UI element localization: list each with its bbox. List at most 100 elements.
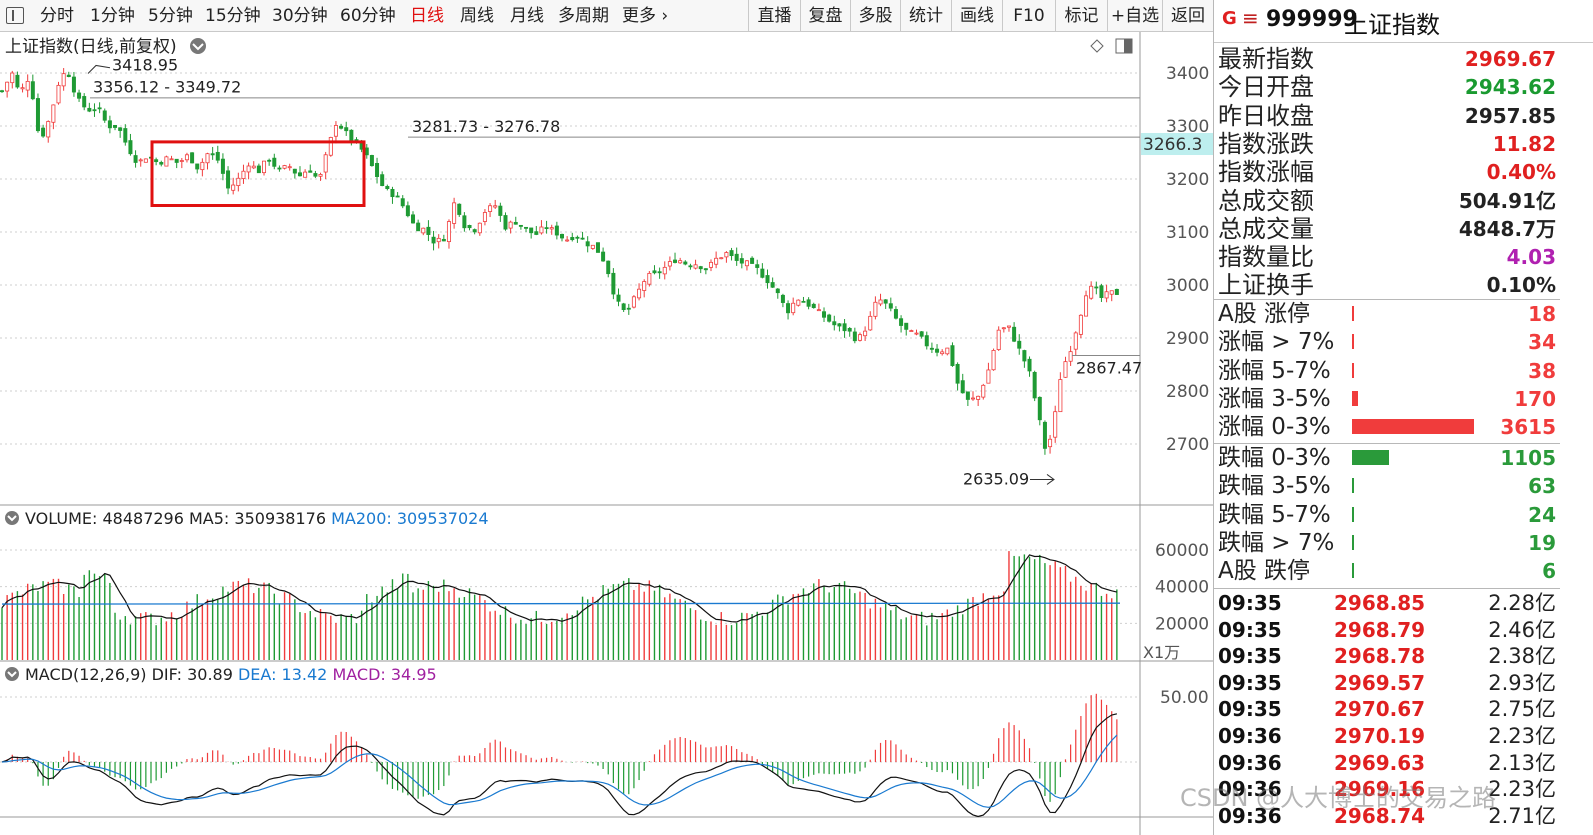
period-tab-5[interactable]: 60分钟 bbox=[340, 6, 396, 26]
candle-body bbox=[822, 311, 827, 318]
candle-body bbox=[703, 268, 708, 271]
candle-body bbox=[205, 153, 210, 164]
tool-button-6[interactable]: 标记 bbox=[1055, 0, 1107, 32]
candle-body bbox=[611, 272, 616, 295]
candle-body bbox=[482, 212, 487, 222]
breadth-value: 34 bbox=[1528, 330, 1556, 355]
tick-row: 09:35 2969.57 2.93亿 bbox=[1214, 670, 1560, 697]
candle-body bbox=[97, 107, 102, 110]
candle-body bbox=[364, 147, 369, 156]
period-tab-0[interactable]: 分时 bbox=[40, 6, 74, 26]
breadth-bar bbox=[1352, 362, 1354, 378]
candle-body bbox=[595, 242, 600, 253]
candle-body bbox=[729, 250, 734, 256]
quote-row: 总成交量 4848.7万 bbox=[1214, 215, 1560, 243]
candle-body bbox=[210, 153, 215, 156]
period-tab-9[interactable]: 多周期 bbox=[558, 6, 609, 26]
period-tab-7[interactable]: 周线 bbox=[460, 6, 494, 26]
candle-body bbox=[857, 334, 862, 341]
candle-body bbox=[308, 170, 313, 173]
candle-body bbox=[1048, 438, 1053, 448]
period-tab-10[interactable]: 更多 › bbox=[622, 6, 669, 26]
candle-body bbox=[41, 127, 46, 137]
candle-body bbox=[61, 73, 66, 87]
tool-button-5[interactable]: F10 bbox=[1002, 0, 1055, 32]
period-toolbar: 分时 1分钟 5分钟 15分钟 30分钟 60分钟 日线 周线 月线 多周期 更多 › 直播 复盘 多股… bbox=[0, 0, 1213, 32]
candle-body bbox=[1012, 326, 1017, 342]
y-tick-label-6: 2800 bbox=[1166, 382, 1209, 402]
quote-row: 指数量比 4.03 bbox=[1214, 243, 1560, 271]
quote-label: 上证换手 bbox=[1218, 271, 1314, 300]
candle-body bbox=[796, 299, 801, 306]
candle-body bbox=[462, 215, 467, 229]
tool-button-3[interactable]: 统计 bbox=[900, 0, 951, 32]
candle-body bbox=[518, 224, 523, 227]
breadth-bar bbox=[1352, 390, 1358, 406]
candle-body bbox=[1017, 340, 1022, 349]
quote-value: 11.82 bbox=[1492, 131, 1556, 156]
candle-body bbox=[66, 74, 71, 77]
candle-body bbox=[996, 329, 1001, 350]
period-tab-3[interactable]: 15分钟 bbox=[205, 6, 261, 26]
candle-body bbox=[277, 167, 282, 170]
g-marker-icon[interactable]: G bbox=[1222, 8, 1237, 29]
panel-toggle-icon[interactable] bbox=[6, 7, 24, 24]
candle-body bbox=[493, 205, 498, 208]
tool-button-8[interactable]: 返回 bbox=[1162, 0, 1213, 32]
candle-body bbox=[390, 188, 395, 198]
tick-time: 09:36 bbox=[1218, 803, 1282, 828]
period-tab-8[interactable]: 月线 bbox=[510, 6, 544, 26]
candle-body bbox=[56, 84, 61, 104]
quote-value: 2969.67 bbox=[1464, 47, 1556, 71]
period-tab-2[interactable]: 5分钟 bbox=[148, 6, 193, 26]
menu-icon[interactable]: ≡ bbox=[1242, 6, 1259, 30]
breadth-value: 6 bbox=[1542, 559, 1556, 584]
index-code: 999999 bbox=[1266, 7, 1358, 32]
candle-body bbox=[837, 323, 842, 327]
candle-body bbox=[35, 98, 40, 132]
candle-body bbox=[950, 345, 955, 366]
candle-body bbox=[5, 81, 10, 92]
macd-options-icon bbox=[5, 667, 19, 681]
candle-body bbox=[616, 294, 621, 302]
candle-body bbox=[724, 252, 729, 258]
candle-body bbox=[323, 154, 328, 173]
period-tab-1[interactable]: 1分钟 bbox=[90, 6, 135, 26]
candle-body bbox=[868, 315, 873, 331]
volume-title: VOLUME: 48487296 MA5: 350938176 MA200: 3… bbox=[25, 509, 489, 528]
candle-body bbox=[431, 236, 436, 244]
macd-title: MACD(12,26,9) DIF: 30.89 DEA: 13.42 MACD… bbox=[25, 665, 437, 684]
breadth-label: 跌幅 5-7% bbox=[1218, 501, 1331, 528]
kline-chart-area[interactable]: 3400 3300 3200 3100 3000 2900 2800 2700 上证指数(日线,… bbox=[0, 32, 1213, 835]
quote-label: 指数涨幅 bbox=[1218, 158, 1314, 187]
tool-button-7[interactable]: +自选 bbox=[1107, 0, 1162, 32]
candle-body bbox=[981, 384, 986, 398]
candle-body bbox=[184, 154, 189, 161]
candle-body bbox=[25, 80, 30, 91]
tool-button-4[interactable]: 画线 bbox=[951, 0, 1002, 32]
candle-body bbox=[590, 244, 595, 249]
candle-body bbox=[400, 198, 405, 207]
candle-body bbox=[107, 120, 112, 129]
candle-body bbox=[246, 165, 251, 173]
tool-button-1[interactable]: 复盘 bbox=[800, 0, 850, 32]
candle-body bbox=[524, 226, 529, 229]
candle-body bbox=[775, 288, 780, 294]
quote-header: G ≡ 999999 上证指数 bbox=[1214, 0, 1593, 43]
tool-button-2[interactable]: 多股 bbox=[850, 0, 900, 32]
annotation-level: 2867.47 bbox=[1076, 358, 1142, 377]
candle-body bbox=[226, 170, 231, 189]
quote-value: 4.03 bbox=[1506, 245, 1556, 270]
macd-dea-line bbox=[1, 734, 1118, 808]
candle-body bbox=[133, 155, 138, 163]
candle-body bbox=[899, 318, 904, 326]
candle-body bbox=[195, 163, 200, 170]
tool-button-0[interactable]: 直播 bbox=[748, 0, 800, 32]
candle-body bbox=[883, 299, 888, 304]
tick-price: 2968.78 bbox=[1334, 644, 1426, 669]
vol-unit-label: X1万 bbox=[1143, 643, 1180, 662]
period-tab-4[interactable]: 30分钟 bbox=[272, 6, 328, 26]
candle-body bbox=[1042, 421, 1047, 449]
period-tab-6[interactable]: 日线 bbox=[410, 6, 444, 26]
up-breadth-row-4: 涨幅 0-3% 3615 bbox=[1214, 413, 1560, 441]
